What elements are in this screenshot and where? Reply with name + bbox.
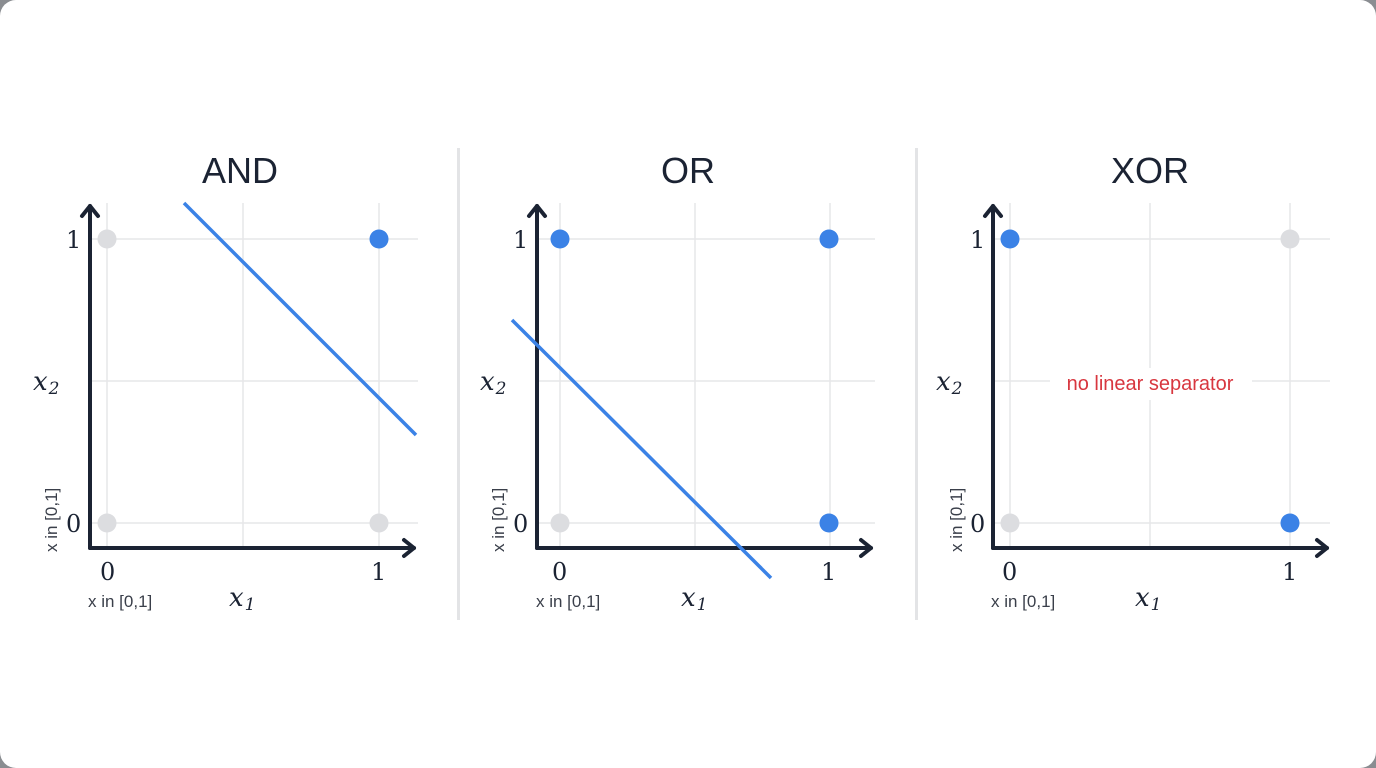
x-range-label: x in [0,1] bbox=[991, 592, 1055, 611]
panel-divider bbox=[915, 148, 918, 620]
y-tick-0: 0 bbox=[970, 510, 985, 538]
y-range-label: x in [0,1] bbox=[489, 488, 508, 552]
grid bbox=[539, 203, 875, 548]
x-axis-arrow-icon bbox=[859, 538, 873, 558]
x-tick-1: 1 bbox=[1282, 558, 1297, 586]
grid bbox=[995, 203, 1330, 548]
x-tick-0: 0 bbox=[100, 558, 115, 586]
grid bbox=[92, 203, 418, 548]
separator-line bbox=[510, 318, 773, 580]
point-1-0 bbox=[819, 513, 839, 533]
x-tick-1: 1 bbox=[821, 558, 836, 586]
panel-or: OR 1 0 0 1 x bbox=[447, 0, 907, 768]
point-0-1 bbox=[1000, 229, 1020, 249]
x-tick-0: 0 bbox=[1002, 558, 1017, 586]
y-tick-0: 0 bbox=[66, 510, 81, 538]
x-axis-label: x1 bbox=[681, 583, 708, 615]
point-1-0 bbox=[369, 513, 389, 533]
point-0-0 bbox=[97, 513, 117, 533]
axes bbox=[80, 204, 416, 558]
x-tick-0: 0 bbox=[552, 558, 567, 586]
y-tick-1: 1 bbox=[970, 226, 985, 254]
point-1-1 bbox=[819, 229, 839, 249]
panel-divider bbox=[457, 148, 460, 620]
point-0-1 bbox=[550, 229, 570, 249]
point-0-0 bbox=[1000, 513, 1020, 533]
separator-line bbox=[182, 201, 418, 437]
y-range-label: x in [0,1] bbox=[42, 488, 61, 552]
xor-plot: no linear separator 1 0 0 1 x2 x1 x in [… bbox=[936, 203, 1330, 615]
axes bbox=[527, 204, 873, 558]
x-tick-1: 1 bbox=[371, 558, 386, 586]
x-range-label: x in [0,1] bbox=[88, 592, 152, 611]
point-1-1 bbox=[1280, 229, 1300, 249]
x-axis-label: x1 bbox=[229, 583, 256, 615]
panel-title: OR bbox=[661, 150, 715, 191]
x-axis-arrow-icon bbox=[1315, 538, 1329, 558]
axes bbox=[983, 204, 1329, 558]
x-axis-label: x1 bbox=[1135, 583, 1162, 615]
y-tick-1: 1 bbox=[513, 226, 528, 254]
y-axis-arrow-icon bbox=[527, 204, 547, 218]
y-tick-1: 1 bbox=[66, 226, 81, 254]
panel-xor: XOR no linear separator bbox=[903, 0, 1363, 768]
panel-title: XOR bbox=[1110, 150, 1189, 191]
y-range-label: x in [0,1] bbox=[947, 488, 966, 552]
x-axis-arrow-icon bbox=[402, 538, 416, 558]
x-range-label: x in [0,1] bbox=[536, 592, 600, 611]
y-axis-label: x2 bbox=[480, 367, 507, 399]
point-1-1 bbox=[369, 229, 389, 249]
y-axis-label: x2 bbox=[33, 367, 60, 399]
point-0-1 bbox=[97, 229, 117, 249]
panel-and: AND 1 0 0 1 bbox=[0, 0, 460, 768]
point-1-0 bbox=[1280, 513, 1300, 533]
y-axis-arrow-icon bbox=[80, 204, 100, 218]
y-axis-label: x2 bbox=[936, 367, 963, 399]
y-axis-arrow-icon bbox=[983, 204, 1003, 218]
panel-title: AND bbox=[201, 150, 278, 191]
or-plot: 1 0 0 1 x2 x1 x in [0,1] x in [0,1] bbox=[480, 203, 875, 615]
no-separator-note: no linear separator bbox=[1067, 373, 1234, 395]
y-tick-0: 0 bbox=[513, 510, 528, 538]
and-plot: 1 0 0 1 x2 x1 x in [0,1] x in [0,1] bbox=[33, 201, 418, 615]
point-0-0 bbox=[550, 513, 570, 533]
